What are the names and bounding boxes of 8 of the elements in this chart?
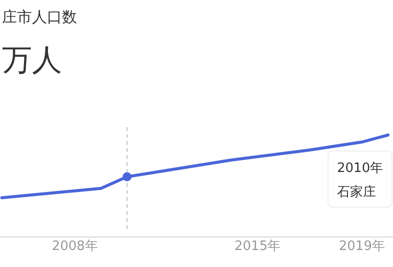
chart-title: 庄市人口数	[2, 8, 77, 26]
annotation: 2010年	[337, 161, 384, 176]
x-tick-label: 2015年	[234, 239, 281, 254]
x-tick-label: 2008年	[52, 239, 98, 254]
x-tick-label: 2019年	[338, 239, 385, 254]
chart-subtitle: 万人	[2, 43, 62, 78]
tooltip: 2010年 石家庄	[328, 150, 392, 208]
annotation: 石家庄	[337, 184, 376, 200]
